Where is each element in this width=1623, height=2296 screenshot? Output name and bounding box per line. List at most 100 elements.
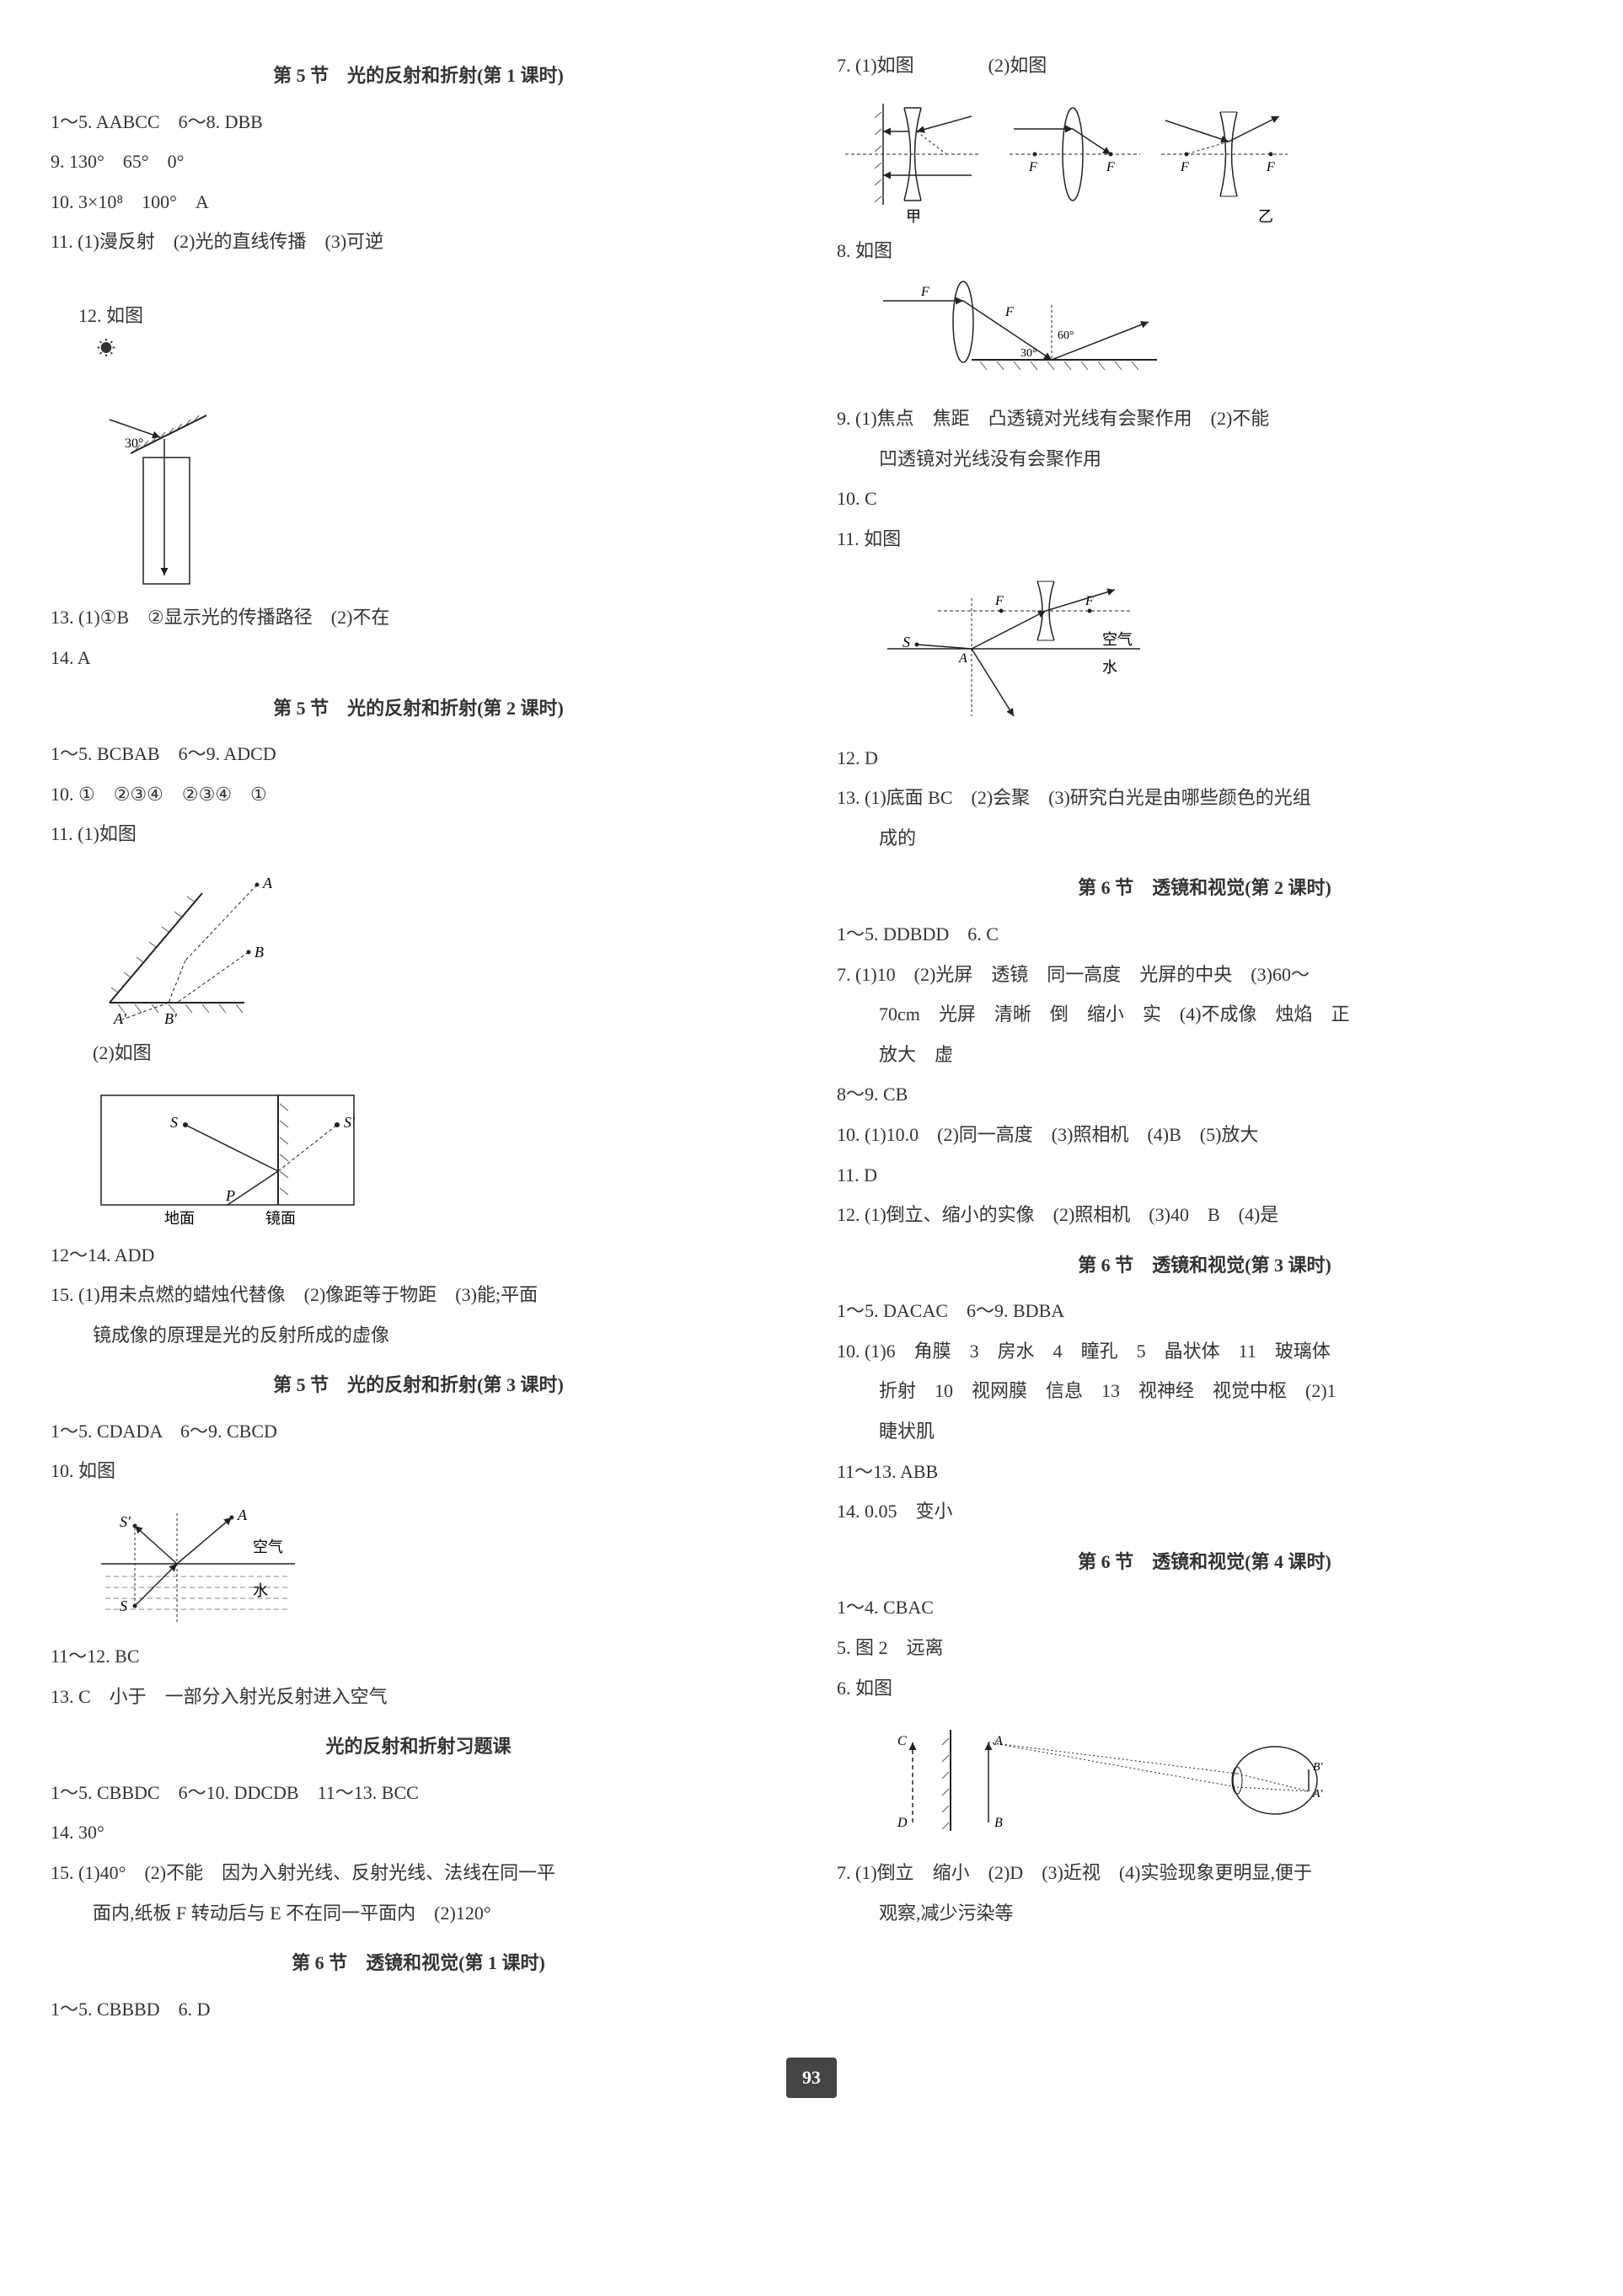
answer-line: 11. 如图 xyxy=(837,522,1572,556)
svg-text:P: P xyxy=(225,1187,235,1204)
answer-line: 9. 130° 65° 0° xyxy=(51,145,786,179)
answer-line: 14. 30° xyxy=(51,1816,786,1849)
svg-text:S': S' xyxy=(120,1513,131,1530)
figure-s2-q11-2: S S' P 地面 镜面 xyxy=(84,1078,786,1230)
answer-line: 10. C xyxy=(837,482,1572,516)
answer-line: 10. ① ②③④ ②③④ ① xyxy=(51,778,786,811)
svg-text:B: B xyxy=(994,1816,1003,1830)
answer-line: 1～5. BCBAB 6～9. ADCD xyxy=(51,737,786,771)
ground-label: 地面 xyxy=(164,1210,195,1227)
figure-s1-q12: 30° xyxy=(84,407,786,592)
air-label: 空气 xyxy=(253,1539,283,1555)
svg-text:F: F xyxy=(1004,305,1014,319)
answer-line: 13. (1)底面 BC (2)会聚 (3)研究白光是由哪些颜色的光组 xyxy=(837,781,1572,815)
answer-line: 凹透镜对光线没有会聚作用 xyxy=(837,442,1572,476)
answer-line: 70cm 光屏 清晰 倒 缩小 实 (4)不成像 烛焰 正 xyxy=(837,998,1572,1031)
right-column: 7. (1)如图 (2)如图 xyxy=(837,42,1572,2032)
svg-text:60°: 60° xyxy=(1058,329,1074,342)
left-column: 第 5 节 光的反射和折射(第 1 课时) 1～5. AABCC 6～8. DB… xyxy=(51,42,786,2032)
section-title-6-4: 第 6 节 透镜和视觉(第 4 课时) xyxy=(837,1545,1572,1579)
answer-line: 7. (1)如图 (2)如图 xyxy=(837,49,1572,83)
answer-line: 15. (1)40° (2)不能 因为入射光线、反射光线、法线在同一平 xyxy=(51,1856,786,1890)
answer-line: 12. D xyxy=(837,741,1572,775)
svg-text:B: B xyxy=(254,944,264,961)
answer-line: 8. 如图 xyxy=(837,234,1572,268)
water-label: 水 xyxy=(1102,659,1117,676)
answer-line: 7. (1)倒立 缩小 (2)D (3)近视 (4)实验现象更明显,便于 xyxy=(837,1856,1572,1890)
svg-text:S: S xyxy=(903,634,910,650)
answer-line: 镜成像的原理是光的反射所成的虚像 xyxy=(51,1319,786,1352)
svg-text:D: D xyxy=(897,1816,908,1830)
answer-line: 5. 图 2 远离 xyxy=(837,1631,1572,1665)
svg-text:S: S xyxy=(120,1598,127,1614)
page-number: 93 xyxy=(786,2058,837,2098)
air-label: 空气 xyxy=(1102,631,1133,648)
answer-line: (2)如图 xyxy=(51,1036,786,1070)
svg-text:A': A' xyxy=(113,1010,127,1027)
answer-line: 11～12. BC xyxy=(51,1640,786,1673)
svg-text:F: F xyxy=(1266,160,1275,174)
answer-line: 11～13. ABB xyxy=(837,1455,1572,1489)
svg-text:F: F xyxy=(1028,160,1037,174)
jia-label: 甲 xyxy=(906,208,921,225)
svg-text:S': S' xyxy=(344,1114,356,1131)
answer-prefix: 12. 如图 xyxy=(78,305,143,326)
svg-text:S: S xyxy=(170,1114,178,1131)
water-label: 水 xyxy=(253,1582,268,1599)
answer-line: 10. (1)6 角膜 3 房水 4 瞳孔 5 晶状体 11 玻璃体 xyxy=(837,1335,1572,1368)
answer-line: 11. (1)漫反射 (2)光的直线传播 (3)可逆 xyxy=(51,225,786,259)
answer-line: 1～5. CBBDC 6～10. DDCDB 11～13. BCC xyxy=(51,1776,786,1810)
answer-line: 13. C 小于 一部分入射光反射进入空气 xyxy=(51,1680,786,1714)
section-title-5-2: 第 5 节 光的反射和折射(第 2 课时) xyxy=(51,692,786,725)
sun-icon: ☀ xyxy=(78,338,115,359)
section-title-exercise: 光的反射和折射习题课 xyxy=(51,1730,786,1763)
answer-line: 6. 如图 xyxy=(837,1672,1572,1705)
answer-line: 7. (1)10 (2)光屏 透镜 同一高度 光屏的中央 (3)60～ xyxy=(837,958,1572,992)
figure-r1-q8: F F 30° 60° xyxy=(870,276,1572,393)
section-title-6-3: 第 6 节 透镜和视觉(第 3 课时) xyxy=(837,1249,1572,1282)
mirror-label: 镜面 xyxy=(265,1210,296,1227)
answer-line: 放大 虚 xyxy=(837,1038,1572,1072)
svg-text:F: F xyxy=(1106,160,1115,174)
answer-line: 10. 如图 xyxy=(51,1454,786,1488)
svg-text:F: F xyxy=(920,285,929,299)
yi-label: 乙 xyxy=(1258,208,1273,225)
figure-r1-q11: F F S A 空气 水 xyxy=(870,565,1572,733)
answer-line: 11. D xyxy=(837,1159,1572,1192)
svg-text:30°: 30° xyxy=(1020,347,1037,360)
figure-r4-q6: A B C D B' A' xyxy=(870,1713,1572,1848)
answer-line: 11. (1)如图 xyxy=(51,817,786,851)
section-title-5-3: 第 5 节 光的反射和折射(第 3 课时) xyxy=(51,1368,786,1402)
figure-yi: F F F F 乙 xyxy=(1005,91,1292,226)
page-container: 第 5 节 光的反射和折射(第 1 课时) 1～5. AABCC 6～8. DB… xyxy=(51,42,1572,2032)
svg-text:A: A xyxy=(958,651,967,666)
svg-text:A': A' xyxy=(1312,1788,1324,1801)
answer-line: 观察,减少污染等 xyxy=(837,1897,1572,1930)
figure-r1-q7: 甲 F F F F xyxy=(837,91,1572,226)
answer-line: 14. 0.05 变小 xyxy=(837,1495,1572,1528)
section-title-5-1: 第 5 节 光的反射和折射(第 1 课时) xyxy=(51,59,786,93)
angle-label: 30° xyxy=(125,436,143,451)
answer-line: 12. 如图 ☀ xyxy=(51,265,786,399)
answer-line: 折射 10 视网膜 信息 13 视神经 视觉中枢 (2)1 xyxy=(837,1374,1572,1408)
answer-line: 1～5. AABCC 6～8. DBB xyxy=(51,105,786,139)
answer-line: 睫状肌 xyxy=(837,1415,1572,1448)
answer-line: 面内,纸板 F 转动后与 E 不在同一平面内 (2)120° xyxy=(51,1897,786,1930)
answer-line: 10. (1)10.0 (2)同一高度 (3)照相机 (4)B (5)放大 xyxy=(837,1118,1572,1152)
answer-line: 1～5. DDBDD 6. C xyxy=(837,918,1572,951)
svg-text:F: F xyxy=(994,594,1004,608)
section-title-6-1: 第 6 节 透镜和视觉(第 1 课时) xyxy=(51,1946,786,1980)
figure-jia: 甲 xyxy=(837,91,988,226)
answer-line: 1～5. DACAC 6～9. BDBA xyxy=(837,1294,1572,1328)
figure-s3-q10: S A S' 空气 水 xyxy=(84,1496,786,1631)
answer-line: 成的 xyxy=(837,822,1572,855)
answer-line: 12. (1)倒立、缩小的实像 (2)照相机 (3)40 B (4)是 xyxy=(837,1198,1572,1232)
answer-line: 12～14. ADD xyxy=(51,1239,786,1272)
answer-line: 9. (1)焦点 焦距 凸透镜对光线有会聚作用 (2)不能 xyxy=(837,402,1572,436)
figure-s2-q11-1: A B A' B' xyxy=(84,859,786,1028)
answer-line: 1～5. CBBBD 6. D xyxy=(51,1993,786,2026)
answer-line: 8～9. CB xyxy=(837,1078,1572,1111)
section-title-6-2: 第 6 节 透镜和视觉(第 2 课时) xyxy=(837,871,1572,905)
answer-line: 1～5. CDADA 6～9. CBCD xyxy=(51,1415,786,1448)
answer-line: 10. 3×10⁸ 100° A xyxy=(51,185,786,219)
